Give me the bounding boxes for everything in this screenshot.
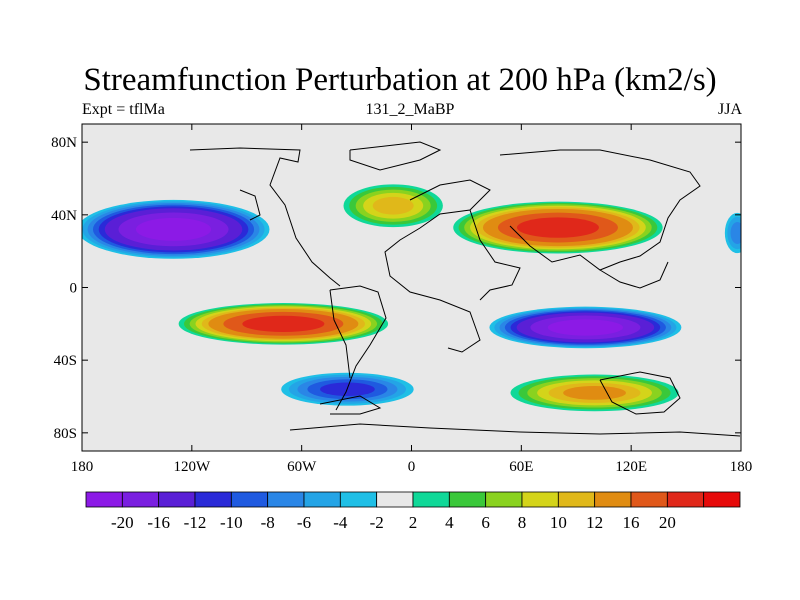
colorbar-label: 20 bbox=[659, 513, 676, 532]
colorbar-swatch bbox=[557, 491, 596, 508]
colorbar-label: -16 bbox=[147, 513, 170, 532]
colorbar-label: 10 bbox=[550, 513, 567, 532]
colorbar-swatch bbox=[339, 491, 378, 508]
colorbar-swatch bbox=[448, 491, 487, 508]
colorbar-swatch bbox=[85, 491, 123, 508]
lon-tick-label: 180 bbox=[730, 459, 753, 475]
extremum-low-0 bbox=[82, 199, 270, 259]
contour-field bbox=[82, 124, 741, 451]
colorbar-swatch bbox=[303, 491, 341, 508]
extremum-low-4 bbox=[489, 306, 682, 349]
season-label: JJA bbox=[717, 101, 742, 118]
colorbar-label: 4 bbox=[445, 513, 454, 532]
lon-tick-label: 0 bbox=[408, 459, 416, 475]
colorbar-swatch bbox=[485, 491, 523, 508]
lon-tick-label: 60E bbox=[509, 459, 533, 475]
lon-tick-label: 180 bbox=[71, 459, 94, 475]
colorbar-label: 16 bbox=[623, 513, 640, 532]
contour-band bbox=[563, 386, 626, 400]
lat-tick-label: 80N bbox=[51, 135, 77, 151]
colorbar-swatch bbox=[630, 491, 668, 508]
contour-band bbox=[516, 217, 599, 238]
colorbar-swatch bbox=[158, 491, 196, 508]
lat-tick-label: 80S bbox=[54, 426, 77, 442]
lon-tick-label: 120E bbox=[615, 459, 647, 475]
contour-band bbox=[135, 217, 212, 241]
contour-band bbox=[372, 196, 414, 215]
extremum-high-2 bbox=[343, 184, 443, 228]
extremum-high-3 bbox=[178, 303, 389, 345]
case-label: 131_2_MaBP bbox=[365, 101, 455, 118]
contour-band bbox=[730, 221, 741, 245]
lon-tick-label: 120W bbox=[173, 459, 211, 475]
colorbar-swatch bbox=[703, 491, 741, 508]
colorbar-swatch bbox=[230, 491, 269, 508]
colorbar-label: -12 bbox=[184, 513, 207, 532]
extremum-low-7 bbox=[724, 212, 741, 254]
colorbar-label: 2 bbox=[409, 513, 418, 532]
colorbar-label: -6 bbox=[297, 513, 311, 532]
colorbar-label: 8 bbox=[518, 513, 527, 532]
experiment-label: Expt = tflMa bbox=[82, 101, 165, 118]
extremum-high-1 bbox=[453, 201, 663, 254]
colorbar-swatch bbox=[194, 491, 232, 508]
colorbar-swatch bbox=[412, 491, 450, 508]
colorbar-label: -20 bbox=[111, 513, 134, 532]
colorbar-swatch bbox=[121, 491, 160, 508]
plot-title: Streamfunction Perturbation at 200 hPa (… bbox=[83, 62, 717, 98]
colorbar-swatch bbox=[666, 491, 705, 508]
lon-tick-label: 60W bbox=[287, 459, 317, 475]
contour-band bbox=[242, 315, 325, 332]
colorbar-label: -2 bbox=[370, 513, 384, 532]
contour-band bbox=[547, 319, 623, 336]
colorbar-label: 12 bbox=[586, 513, 603, 532]
colorbar-label: -10 bbox=[220, 513, 243, 532]
coastlines bbox=[189, 141, 741, 437]
colorbar-label: -8 bbox=[261, 513, 275, 532]
colorbar-swatch bbox=[376, 491, 414, 508]
colorbar-label: -4 bbox=[333, 513, 348, 532]
lat-tick-label: 0 bbox=[70, 281, 78, 297]
extremum-high-5 bbox=[510, 374, 679, 412]
lat-tick-label: 40N bbox=[51, 208, 77, 224]
lat-tick-label: 40S bbox=[54, 353, 77, 369]
colorbar: -20 -16 -12 -10 -8 -6 -4 -2 2 4 6 8 10 12 16 20 bbox=[85, 491, 741, 532]
colorbar-swatch bbox=[267, 491, 305, 508]
colorbar-swatch bbox=[594, 491, 632, 508]
colorbar-label: 6 bbox=[481, 513, 490, 532]
colorbar-swatch bbox=[521, 491, 559, 508]
